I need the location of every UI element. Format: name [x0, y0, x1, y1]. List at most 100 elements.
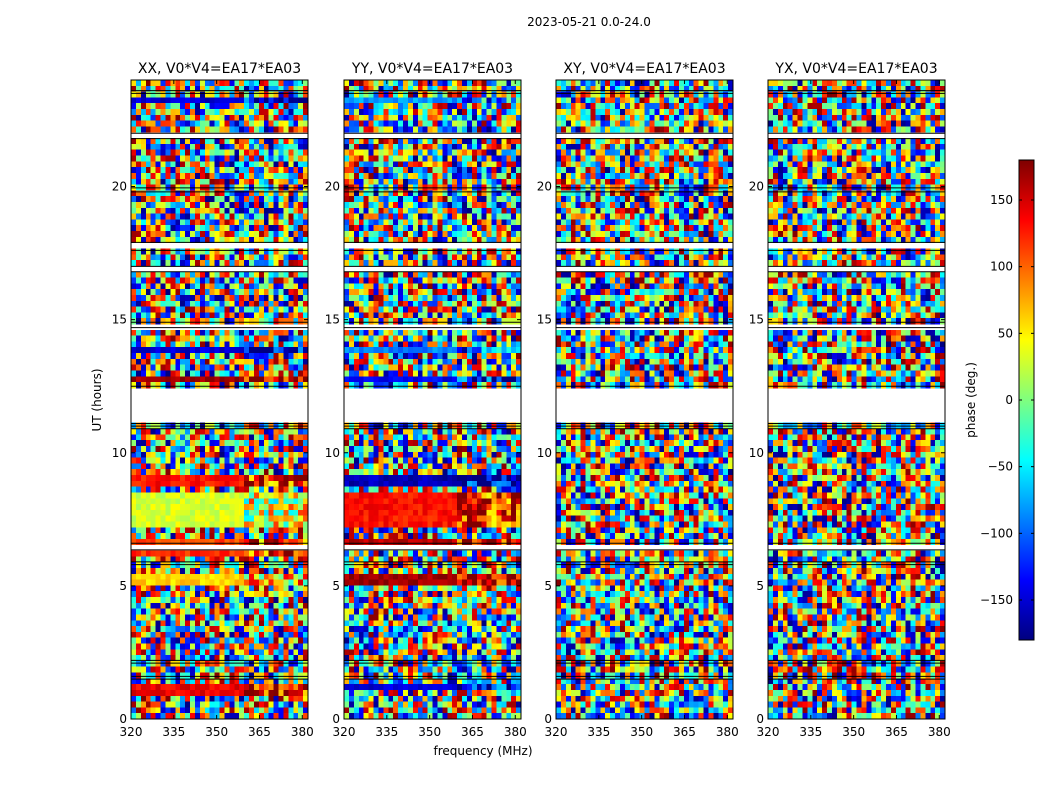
phase-cell: [298, 428, 304, 435]
phase-cell: [204, 207, 211, 215]
phase-cell: [204, 312, 211, 319]
phase-cell: [388, 231, 394, 238]
phase-cell: [170, 283, 176, 290]
phase-cell: [131, 614, 137, 621]
phase-cell: [150, 533, 156, 540]
phase-cell: [268, 172, 274, 180]
phase-cell: [199, 451, 206, 458]
phase-cell: [486, 283, 492, 290]
phase-cell: [466, 283, 473, 290]
phase-cell: [239, 707, 245, 714]
phase-cell: [378, 103, 384, 110]
phase-cell: [293, 201, 299, 209]
phase-cell: [442, 103, 448, 110]
phase-cell: [398, 254, 404, 261]
phase-cell: [135, 103, 142, 110]
phase-cell: [199, 498, 206, 505]
phase-cell: [268, 277, 274, 284]
phase-cell: [224, 306, 230, 313]
phase-cell: [476, 143, 483, 151]
phase-cell: [263, 469, 270, 476]
phase-cell: [239, 114, 245, 122]
phase-cell: [466, 149, 473, 156]
phase-cell: [476, 277, 483, 284]
phase-cell: [194, 196, 201, 203]
phase-cell: [263, 504, 270, 511]
phase-cell: [412, 283, 419, 290]
phase-cell: [194, 498, 201, 505]
phase-cell: [481, 289, 487, 296]
phase-cell: [145, 294, 152, 302]
phase-cell: [496, 126, 502, 133]
phase-cell: [388, 254, 394, 261]
phase-cell: [244, 672, 250, 679]
phase-cell: [427, 294, 433, 302]
phase-cell: [432, 172, 438, 180]
phase-cell: [214, 143, 220, 151]
phase-cell: [268, 637, 274, 644]
phase-cell: [150, 271, 156, 278]
phase-cell: [135, 294, 142, 302]
phase-cell: [253, 248, 260, 255]
phase-cell: [204, 283, 211, 290]
phase-cell: [476, 306, 483, 313]
phase-cell: [491, 236, 497, 244]
phase-cell: [253, 684, 260, 691]
phase-cell: [278, 509, 284, 517]
phase-cell: [175, 341, 181, 348]
phase-cell: [194, 626, 201, 633]
phase-cell: [190, 178, 196, 185]
phase-cell: [258, 138, 265, 145]
phase-cell: [234, 486, 240, 493]
phase-cell: [140, 480, 147, 488]
phase-cell: [437, 103, 443, 110]
phase-cell: [457, 207, 463, 215]
phase-cell: [393, 80, 399, 87]
phase-cell: [258, 562, 265, 569]
phase-cell: [471, 312, 478, 319]
phase-cell: [283, 660, 289, 668]
phase-cell: [293, 120, 299, 127]
phase-cell: [229, 318, 235, 325]
phase-cell: [278, 626, 284, 633]
phase-cell: [229, 312, 235, 319]
phase-cell: [437, 254, 443, 261]
phase-cell: [412, 260, 419, 267]
phase-cell: [373, 306, 379, 313]
phase-cell: [209, 504, 215, 511]
phase-cell: [471, 196, 478, 203]
phase-cell: [190, 550, 196, 557]
phase-cell: [234, 626, 240, 633]
phase-cell: [239, 364, 245, 371]
phase-cell: [506, 271, 512, 278]
phase-cell: [209, 120, 215, 127]
phase-cell: [263, 608, 270, 615]
phase-cell: [452, 126, 458, 133]
phase-cell: [298, 172, 304, 180]
phase-cell: [303, 492, 309, 499]
phase-cell: [447, 294, 453, 302]
phase-cell: [427, 289, 433, 296]
phase-cell: [437, 225, 443, 232]
phase-cell: [253, 713, 260, 720]
phase-cell: [288, 562, 294, 569]
phase-cell: [180, 486, 186, 493]
phase-cell: [496, 277, 502, 284]
phase-cell: [442, 172, 448, 180]
phase-cell: [194, 120, 201, 127]
phase-cell: [263, 637, 270, 644]
phase-cell: [298, 143, 304, 151]
phase-cell: [293, 347, 299, 354]
phase-cell: [298, 248, 304, 255]
phase-cell: [170, 562, 176, 569]
phase-cell: [452, 294, 458, 302]
phase-cell: [353, 155, 360, 162]
phase-cell: [348, 254, 355, 261]
phase-cell: [303, 573, 309, 580]
phase-cell: [471, 178, 478, 185]
phase-cell: [140, 149, 147, 156]
phase-cell: [219, 486, 225, 493]
phase-cell: [135, 382, 142, 389]
phase-cell: [175, 695, 181, 702]
phase-cell: [214, 225, 220, 232]
